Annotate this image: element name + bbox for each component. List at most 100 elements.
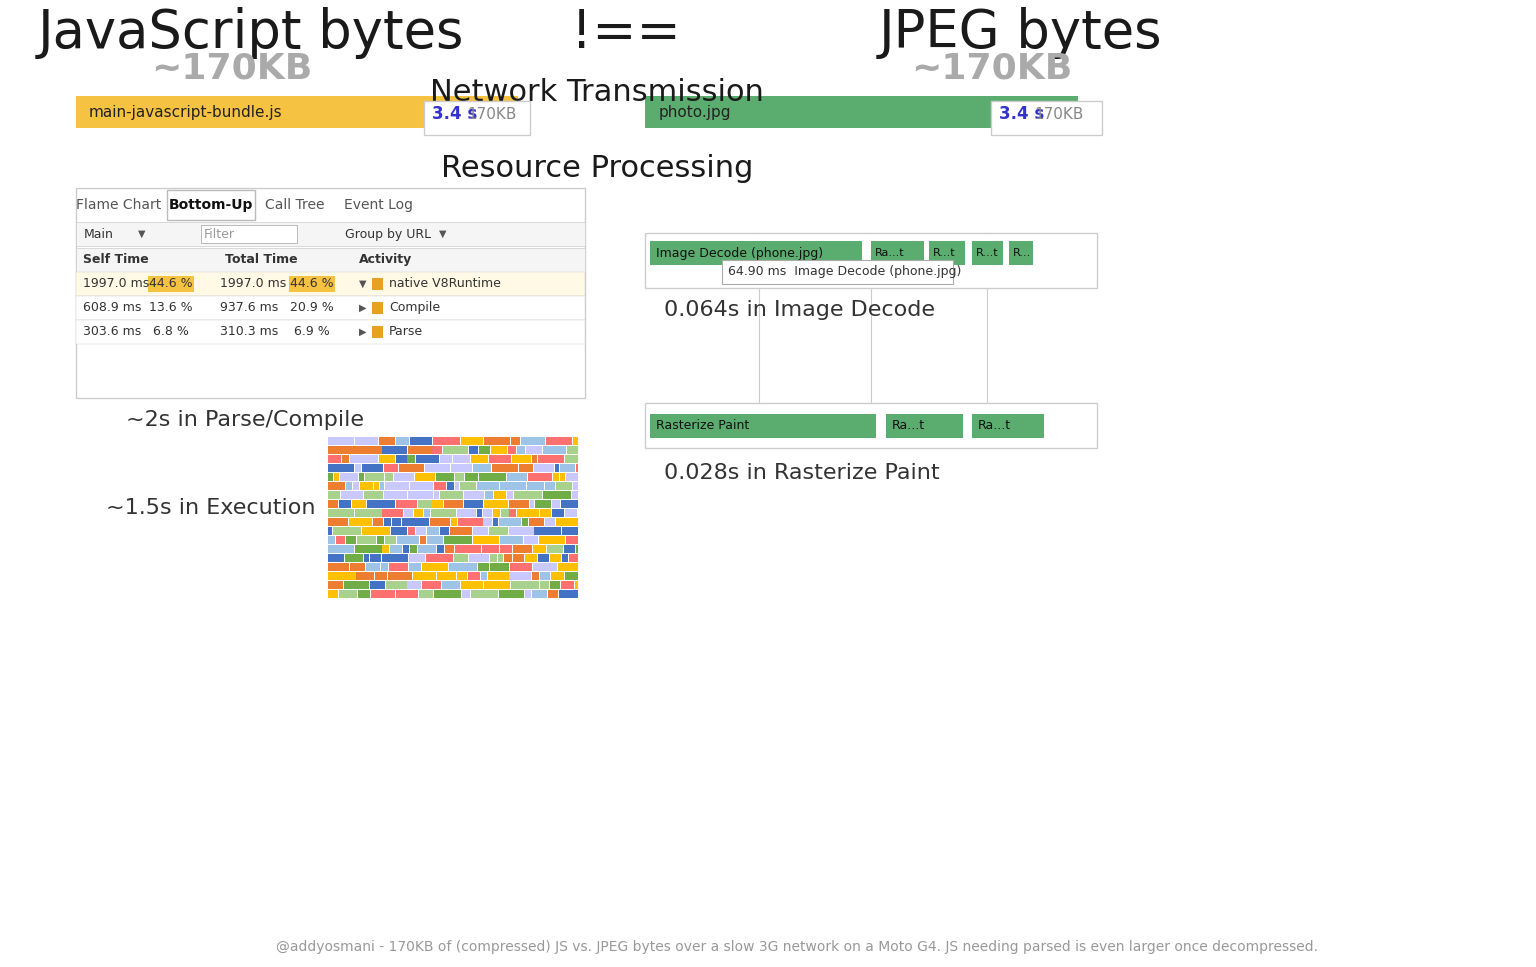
Bar bbox=[551, 509, 564, 516]
Bar bbox=[567, 536, 578, 543]
Bar bbox=[479, 446, 490, 454]
Bar bbox=[75, 296, 585, 320]
Bar bbox=[378, 454, 395, 463]
Bar bbox=[550, 553, 562, 562]
Text: Total Time: Total Time bbox=[224, 253, 298, 267]
Bar bbox=[871, 241, 925, 265]
Bar bbox=[384, 517, 392, 526]
Bar bbox=[524, 536, 538, 543]
Bar bbox=[518, 509, 539, 516]
Bar bbox=[75, 97, 518, 129]
Bar bbox=[355, 509, 381, 516]
Bar bbox=[384, 490, 407, 499]
Bar bbox=[344, 580, 369, 589]
Bar bbox=[358, 536, 376, 543]
Bar bbox=[490, 563, 510, 571]
Bar bbox=[392, 517, 401, 526]
Text: 0.028s in Rasterize Paint: 0.028s in Rasterize Paint bbox=[665, 462, 940, 483]
Bar bbox=[370, 553, 381, 562]
Bar bbox=[473, 536, 482, 543]
Bar bbox=[510, 563, 531, 571]
Bar bbox=[544, 446, 567, 454]
Bar bbox=[562, 580, 574, 589]
Bar bbox=[468, 446, 478, 454]
Bar bbox=[422, 580, 441, 589]
Bar bbox=[538, 553, 548, 562]
Bar bbox=[327, 454, 341, 463]
Bar bbox=[567, 473, 578, 481]
Bar bbox=[396, 536, 419, 543]
Bar bbox=[490, 553, 498, 562]
Bar bbox=[650, 414, 876, 438]
Bar bbox=[410, 553, 425, 562]
Bar bbox=[455, 482, 459, 489]
Bar bbox=[355, 544, 381, 552]
Bar bbox=[333, 527, 361, 535]
Bar bbox=[573, 437, 578, 445]
Bar bbox=[567, 446, 578, 454]
Bar bbox=[433, 464, 450, 472]
Text: Bottom-Up: Bottom-Up bbox=[169, 198, 253, 212]
Bar bbox=[490, 454, 511, 463]
Bar bbox=[327, 464, 353, 472]
Text: ▼: ▼ bbox=[439, 229, 447, 239]
Bar bbox=[511, 580, 539, 589]
Bar bbox=[456, 571, 467, 579]
Bar bbox=[379, 482, 384, 489]
Bar bbox=[378, 437, 395, 445]
Bar bbox=[528, 517, 544, 526]
Bar bbox=[453, 454, 470, 463]
Bar bbox=[386, 482, 410, 489]
Bar bbox=[645, 403, 1097, 448]
Bar bbox=[929, 241, 966, 265]
Bar bbox=[541, 509, 551, 516]
Bar bbox=[525, 553, 538, 562]
Bar bbox=[507, 473, 527, 481]
Bar bbox=[350, 563, 366, 571]
Bar bbox=[535, 527, 562, 535]
Bar bbox=[1009, 241, 1032, 265]
Bar bbox=[556, 482, 571, 489]
Text: JavaScript bytes: JavaScript bytes bbox=[37, 8, 464, 59]
Bar bbox=[289, 276, 335, 292]
Bar bbox=[413, 571, 436, 579]
Bar bbox=[472, 454, 488, 463]
Bar bbox=[453, 553, 468, 562]
Bar bbox=[510, 571, 530, 579]
Bar bbox=[327, 553, 344, 562]
Text: 608.9 ms: 608.9 ms bbox=[83, 302, 141, 314]
Bar bbox=[991, 102, 1103, 135]
Bar bbox=[650, 241, 862, 265]
Bar bbox=[565, 454, 578, 463]
Bar bbox=[410, 482, 433, 489]
Bar bbox=[359, 473, 364, 481]
Bar bbox=[481, 571, 487, 579]
Bar bbox=[533, 563, 556, 571]
Bar bbox=[511, 437, 521, 445]
Bar bbox=[327, 527, 332, 535]
Bar bbox=[458, 517, 482, 526]
Bar bbox=[336, 536, 346, 543]
Bar bbox=[547, 544, 564, 552]
Bar bbox=[327, 563, 349, 571]
Bar bbox=[533, 464, 553, 472]
Bar bbox=[972, 241, 1003, 265]
Text: !==: !== bbox=[571, 8, 680, 59]
Bar bbox=[531, 590, 547, 598]
Bar bbox=[442, 446, 468, 454]
Text: @addyosmani - 170KB of (compressed) JS vs. JPEG bytes over a slow 3G network on : @addyosmani - 170KB of (compressed) JS v… bbox=[276, 940, 1318, 954]
Bar bbox=[339, 590, 358, 598]
Bar bbox=[464, 490, 484, 499]
Text: Ra...t: Ra...t bbox=[876, 248, 905, 258]
Bar bbox=[364, 553, 369, 562]
Bar bbox=[366, 473, 384, 481]
Bar bbox=[442, 580, 461, 589]
Bar bbox=[515, 490, 542, 499]
Bar bbox=[409, 490, 433, 499]
Bar bbox=[410, 563, 421, 571]
Bar bbox=[327, 482, 346, 489]
Bar bbox=[513, 544, 531, 552]
Bar bbox=[527, 482, 544, 489]
Bar bbox=[495, 490, 505, 499]
Bar bbox=[561, 464, 574, 472]
